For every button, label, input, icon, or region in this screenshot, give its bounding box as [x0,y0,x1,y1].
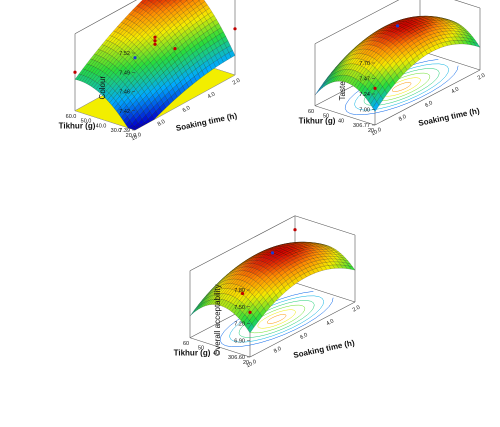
y-tick-label: 50.0 [81,119,92,125]
surface-facet [164,0,167,1]
x-tick-label: 10.0 [245,359,257,369]
z-tick-label: 7.42 [119,109,130,115]
surface-facet [372,101,380,112]
x-tick-label: 10.0 [130,132,142,142]
design-point [153,39,157,43]
x-tick-label: 8.0 [398,114,408,123]
x-tick-label: 8.0 [273,346,283,355]
z-tick-label: 7.80 [234,288,245,294]
x-tick-label: 6.0 [424,100,434,109]
axis-frame-line [314,105,376,126]
y-tick-label: 40.0 [96,123,107,129]
design-point [373,86,377,90]
floor-contour [238,300,315,338]
y-tick-label: 50 [323,114,329,120]
z-tick-label: 7.50 [234,305,245,311]
axis-frame-line [374,69,481,126]
y-axis-label: Tikhur (g) [299,116,336,125]
x-tick-label: 4.0 [325,318,335,327]
axis-frame-line [74,0,137,35]
floor-contour [391,82,412,92]
x-axis-label: Soaking time (h) [293,338,356,360]
z-axis-label: Overall acceptability [213,284,222,356]
surface-facet [247,323,255,334]
x-tick-label: 8.0 [157,119,167,128]
z-tick-label: 7.46 [119,90,130,96]
design-point [395,24,400,28]
z-tick-label: 7.52 [119,51,130,57]
y-tick-label: 50 [198,346,204,352]
y-tick-label: 60.0 [66,114,77,120]
y-tick-label: 30.0 [111,128,122,134]
design-point [270,251,275,255]
y-tick-label: 40 [213,350,219,356]
x-tick-label: 2.0 [232,78,242,87]
y-tick-label: 20 [368,128,374,134]
y-tick-label: 20 [243,360,249,366]
design-point [153,35,157,39]
axis-frame-line [294,282,356,303]
z-tick-label: 7.24 [359,92,370,98]
y-tick-label: 30 [228,355,234,361]
z-tick-label: 6.60 [234,355,245,361]
design-point [133,56,137,60]
x-tick-label: 2.0 [352,305,362,314]
floor-contour [229,295,324,343]
design-point [153,42,157,46]
axis-frame-line [419,50,481,71]
design-point [248,310,252,314]
axis-frame-line [189,215,296,272]
z-axis-label: Taste [338,81,347,101]
x-tick-label: 4.0 [450,86,460,95]
x-axis-label: Soaking time (h) [175,111,238,133]
axis-frame-line [454,0,481,9]
x-tick-label: 6.0 [182,105,192,114]
axis-frame-line [314,0,400,45]
x-tick-label: 6.0 [299,332,309,341]
z-tick-label: 7.39 [119,128,130,134]
design-point [173,47,177,51]
x-axis-label: Soaking time (h) [418,106,481,128]
floor-contour [266,314,287,324]
y-tick-label: 60 [183,341,189,347]
floor-contour [248,304,306,334]
z-tick-label: 7.70 [359,61,370,67]
z-axis-label: Colour [98,76,107,100]
z-tick-label: 7.47 [359,77,370,83]
z-tick-label: 7.49 [119,70,130,76]
design-point [293,228,297,232]
z-tick-label: 7.20 [234,322,245,328]
y-tick-label: 40 [338,118,344,124]
z-tick-label: 7.00 [359,108,370,114]
z-tick-label: 6.77 [359,123,370,129]
x-tick-label: 2.0 [477,73,487,82]
x-tick-label: 10.0 [370,127,382,137]
axis-frame-line [249,301,356,358]
design-point [233,27,237,31]
axis-frame-line [294,215,356,236]
design-point [73,70,77,74]
surface-facet [179,0,183,2]
y-tick-label: 30 [353,123,359,129]
surface-facet [132,127,140,131]
y-tick-label: 20.0 [126,133,137,139]
y-axis-label: Tikhur (g) [174,348,211,357]
floor-contour [257,309,296,329]
z-tick-label: 6.90 [234,338,245,344]
axis-frame-line [189,337,251,358]
design-point [240,291,245,296]
x-tick-label: 4.0 [207,91,217,100]
floor-contour [363,68,440,106]
y-axis-label: Tikhur (g) [59,121,96,130]
y-tick-label: 60 [308,109,314,115]
